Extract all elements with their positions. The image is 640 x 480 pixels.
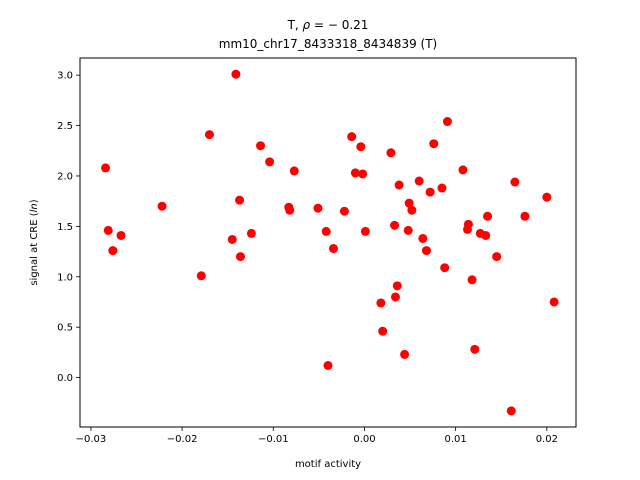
x-axis-ticks: −0.03 −0.02 −0.01 0.00 0.01 0.02 [76, 427, 558, 445]
y-tick-label: 3.0 [57, 71, 73, 82]
chart-title-line1: T, ρ = − 0.21 [287, 18, 369, 32]
data-point [378, 326, 388, 336]
data-point [323, 361, 333, 370]
data-point [404, 198, 414, 208]
data-point [289, 166, 299, 176]
data-point [103, 225, 113, 235]
data-point [350, 168, 360, 178]
data-point [392, 281, 402, 291]
x-tick-label: −0.01 [258, 434, 289, 445]
data-point [492, 252, 502, 262]
data-point [116, 230, 126, 240]
data-point [394, 180, 404, 190]
data-point [101, 163, 111, 173]
data-point [321, 226, 331, 236]
data-point [227, 234, 237, 244]
data-point [510, 177, 520, 187]
data-point [425, 187, 435, 197]
data-point [360, 226, 370, 236]
data-point [440, 263, 450, 273]
data-point [231, 69, 241, 79]
data-point [520, 211, 530, 221]
y-axis-ticks: 0.0 0.5 1.0 1.5 2.0 2.5 3.0 [57, 71, 80, 384]
data-point [421, 246, 431, 256]
x-tick-label: 0.00 [353, 434, 375, 445]
data-point [196, 271, 206, 281]
y-tick-label: 1.5 [57, 222, 73, 233]
data-point [376, 298, 386, 308]
y-tick-label: 0.0 [57, 373, 73, 384]
data-point [390, 220, 400, 230]
data-point [418, 233, 428, 243]
data-point [386, 148, 396, 158]
data-point [403, 225, 413, 235]
data-point [414, 176, 424, 186]
data-point [265, 157, 275, 167]
data-point [347, 132, 357, 142]
title-prefix: T, [287, 18, 303, 32]
data-point [481, 230, 491, 240]
y-label-suffix: ) [29, 199, 40, 203]
data-point [470, 344, 480, 354]
y-label-italic: ln [29, 203, 40, 212]
data-point [506, 406, 516, 416]
data-point [246, 228, 256, 238]
data-point [429, 139, 439, 149]
data-point [390, 292, 400, 302]
data-point [356, 142, 366, 152]
y-axis-label: signal at CRE (ln) [29, 199, 40, 285]
data-point [483, 211, 493, 221]
x-tick-label: 0.01 [445, 434, 467, 445]
x-axis-label: motif activity [295, 459, 361, 470]
data-point [328, 244, 338, 254]
data-point [442, 117, 452, 127]
data-point [235, 252, 245, 262]
data-point [339, 206, 349, 216]
data-point [549, 297, 559, 307]
x-tick-label: −0.02 [167, 434, 198, 445]
y-tick-label: 1.0 [57, 272, 73, 283]
data-point [235, 195, 245, 205]
data-point [256, 141, 266, 151]
data-point [400, 349, 410, 359]
data-point [358, 169, 368, 179]
data-point [108, 246, 118, 256]
y-tick-label: 2.5 [57, 121, 73, 132]
data-point [407, 205, 417, 215]
y-tick-label: 0.5 [57, 323, 73, 334]
data-point [157, 201, 167, 211]
title-rho: ρ [303, 18, 311, 32]
y-tick-label: 2.0 [57, 171, 73, 182]
title-suffix: = − 0.21 [310, 18, 368, 32]
x-tick-label: −0.03 [76, 434, 107, 445]
data-point [463, 219, 473, 229]
plot-frame [79, 57, 577, 428]
chart-title-line2: mm10_chr17_8433318_8434839 (T) [219, 37, 437, 51]
data-points [101, 69, 559, 416]
data-point [313, 203, 323, 213]
x-tick-label: 0.02 [536, 434, 558, 445]
data-point [458, 165, 468, 175]
data-point [437, 183, 447, 193]
data-point [542, 192, 552, 202]
y-label-prefix: signal at CRE ( [29, 212, 40, 285]
data-point [467, 275, 477, 285]
data-point [285, 205, 295, 215]
data-point [204, 130, 214, 140]
